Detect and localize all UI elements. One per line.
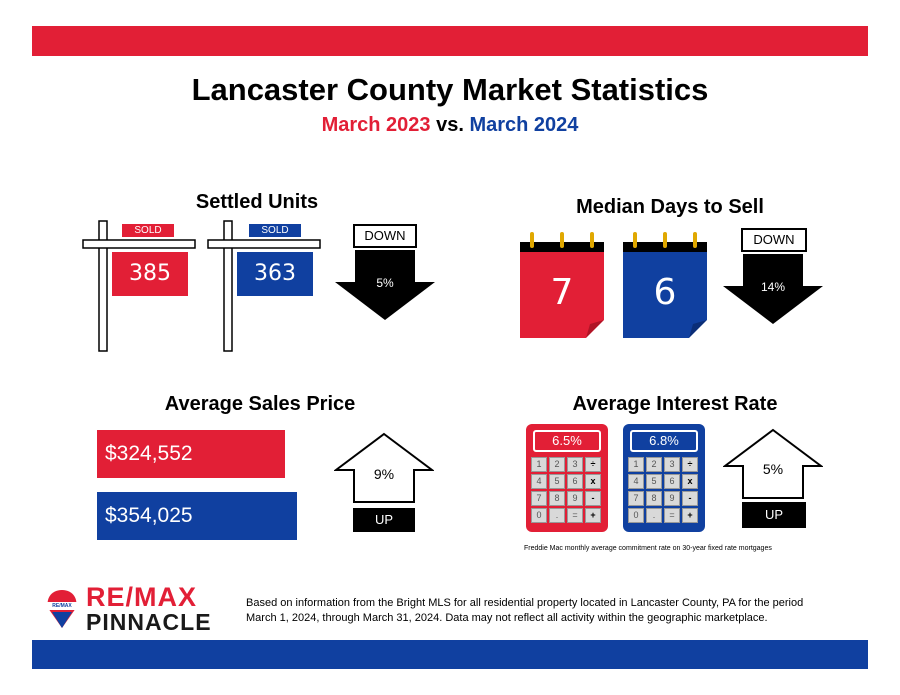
settled-units-2024: 363 — [237, 252, 313, 296]
calculator-key: 9 — [567, 491, 583, 506]
calculator-key: 6 — [567, 474, 583, 489]
balloon-logo: RE/MAX — [44, 588, 80, 632]
avg-price-2023-bar: $324,552 — [97, 430, 285, 478]
calculator-keypad: 1 2 3 ÷ 4 5 6 x 7 8 9- 0. = + — [531, 457, 605, 527]
calculator-key: . — [549, 508, 565, 523]
up-arrow-icon — [723, 428, 823, 499]
avg-price-change: 9% — [373, 466, 395, 482]
calculator-key: + — [682, 508, 698, 523]
interest-rate-2023: 6.5% — [533, 430, 601, 452]
calculator-key: 1 — [531, 457, 547, 472]
calculator-key: 3 — [567, 457, 583, 472]
calculator-key: 0 — [628, 508, 644, 523]
settled-direction-label: DOWN — [353, 224, 417, 248]
down-arrow-icon — [723, 254, 823, 324]
avg-price-2024: $354,025 — [105, 504, 193, 527]
calculator-key: ÷ — [682, 457, 698, 472]
calculator-key: 4 — [628, 474, 644, 489]
calculator-key: 7 — [531, 491, 547, 506]
calculator-key: x — [682, 474, 698, 489]
settled-units-title: Settled Units — [195, 191, 319, 213]
up-arrow-icon — [334, 432, 434, 503]
brand-remax: RE/MAX — [86, 582, 198, 612]
interest-rate-title: Average Interest Rate — [572, 393, 778, 415]
calculator-key: 1 — [628, 457, 644, 472]
median-days-2023: 7 — [550, 272, 574, 313]
subtitle-year-2023: March 2023 — [321, 114, 431, 136]
calculator-key: 2 — [549, 457, 565, 472]
calculator-key: 9 — [664, 491, 680, 506]
calculator-key: + — [585, 508, 601, 523]
calculator-key: 6 — [664, 474, 680, 489]
balloon-text: RE/MAX — [52, 603, 72, 609]
calculator-keypad: 1 2 3 ÷ 4 5 6 x 7 8 9- 0. = + — [628, 457, 702, 527]
settled-units-2023: 385 — [112, 252, 188, 296]
calculator-key: . — [646, 508, 662, 523]
calculator-key: = — [664, 508, 680, 523]
calculator-key: 3 — [664, 457, 680, 472]
calendar-icon — [520, 232, 604, 338]
bottom-banner — [32, 640, 868, 669]
settled-change: 5% — [376, 276, 394, 290]
interest-direction-label: UP — [742, 502, 806, 528]
calculator-key: x — [585, 474, 601, 489]
page-subtitle: March 2023 vs. March 2024 — [0, 114, 900, 137]
interest-rate-2024: 6.8% — [630, 430, 698, 452]
subtitle-vs: vs. — [430, 114, 470, 136]
avg-price-direction-label: UP — [353, 508, 415, 532]
calculator-key: 8 — [549, 491, 565, 506]
sold-sign-2024: SOLD 363 — [205, 218, 325, 353]
calculator-key: 2 — [646, 457, 662, 472]
avg-price-2024-bar: $354,025 — [97, 492, 297, 540]
sign-post-icon — [207, 220, 321, 352]
down-arrow-icon — [335, 250, 435, 320]
brand-pinnacle: PINNACLE — [86, 609, 212, 635]
hot-air-balloon-icon — [47, 590, 77, 628]
median-change: 14% — [760, 280, 786, 294]
disclaimer-text: Based on information from the Bright MLS… — [246, 597, 804, 624]
calculator-key: ÷ — [585, 457, 601, 472]
calendar-2024: 6 — [623, 228, 707, 340]
calculator-2024: 6.8% 1 2 3 ÷ 4 5 6 x 7 8 9- 0. = + — [623, 424, 705, 532]
avg-price-2023: $324,552 — [105, 442, 193, 465]
calculator-key: - — [585, 491, 601, 506]
calculator-2023: 6.5% 1 2 3 ÷ 4 5 6 x 7 8 9- 0. = + — [526, 424, 608, 532]
sign-post-icon — [82, 220, 196, 352]
calculator-key: = — [567, 508, 583, 523]
calculator-key: 4 — [531, 474, 547, 489]
median-direction-label: DOWN — [741, 228, 807, 252]
calculator-key: 5 — [549, 474, 565, 489]
calculator-key: 5 — [646, 474, 662, 489]
calendar-2023: 7 — [520, 228, 604, 340]
median-days-title: Median Days to Sell — [576, 196, 764, 218]
subtitle-year-2024: March 2024 — [469, 114, 579, 136]
interest-rate-note: Freddie Mac monthly average commitment r… — [524, 545, 772, 552]
sold-rider: SOLD — [122, 224, 174, 237]
interest-rate-change: 5% — [762, 461, 784, 477]
calculator-key: - — [682, 491, 698, 506]
sold-sign-2023: SOLD 385 — [80, 218, 200, 353]
page-title: Lancaster County Market Statistics — [191, 72, 709, 107]
calendar-icon — [623, 232, 707, 338]
median-days-2024: 6 — [653, 272, 677, 313]
calculator-key: 8 — [646, 491, 662, 506]
avg-price-title: Average Sales Price — [164, 393, 356, 415]
calculator-key: 7 — [628, 491, 644, 506]
sold-rider: SOLD — [249, 224, 301, 237]
top-banner — [32, 26, 868, 56]
calculator-key: 0 — [531, 508, 547, 523]
